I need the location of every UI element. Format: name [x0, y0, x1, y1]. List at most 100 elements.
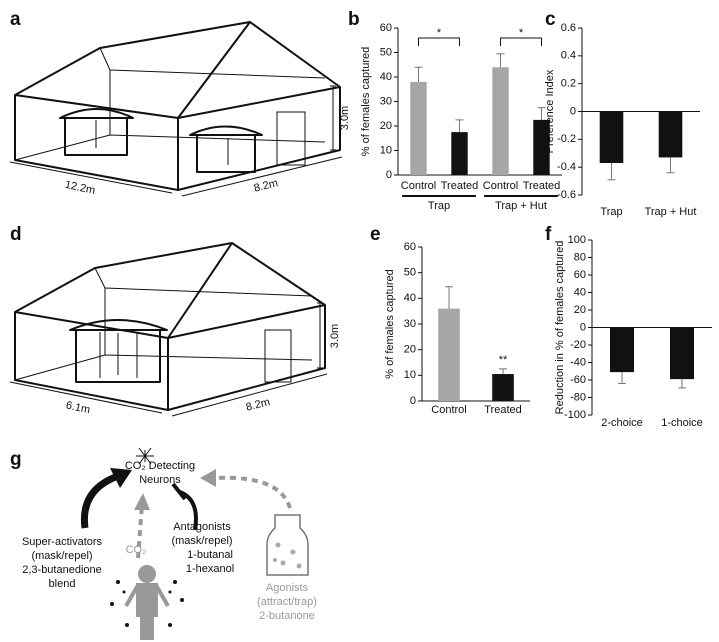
y-tick-label: -0.4	[557, 161, 576, 173]
x-tick-label: Treated	[484, 404, 522, 416]
y-tick-label: 50	[404, 267, 416, 279]
error-bar	[445, 286, 453, 309]
y-tick-label: 60	[574, 269, 586, 281]
significance-label: **	[499, 354, 508, 366]
bar	[670, 327, 694, 380]
y-tick-label: -100	[564, 409, 586, 421]
y-tick-label: 20	[404, 344, 416, 356]
agonists-label: 2-butanone	[259, 610, 315, 622]
panel-label: g	[10, 449, 22, 470]
x-tick-label: Control	[483, 180, 518, 192]
co2-label: CO₂	[126, 544, 147, 556]
y-tick-label: 10	[380, 144, 392, 156]
y-tick-label: 60	[380, 22, 392, 34]
bar	[533, 119, 550, 175]
bar	[599, 111, 624, 163]
x-tick-label: Treated	[441, 180, 479, 192]
y-tick-label: 40	[574, 286, 586, 298]
bar	[492, 374, 514, 401]
y-tick-label: 40	[380, 71, 392, 83]
group-label: Trap + Hut	[495, 200, 547, 212]
error-bar	[607, 162, 616, 181]
x-tick-label: Control	[431, 404, 466, 416]
neurons-label: CO₂ Detecting	[125, 460, 195, 472]
house-drawing: 3.0m 6.1m 8.2m	[9, 242, 341, 417]
y-tick-label: 0	[410, 395, 416, 407]
y-tick-label: 0.4	[561, 50, 576, 62]
y-axis-label: % of females captured	[384, 269, 396, 378]
super-activators-label: blend	[49, 578, 76, 590]
y-tick-label: 50	[380, 46, 392, 58]
error-bar	[666, 157, 675, 174]
y-tick-label: -40	[570, 356, 586, 368]
x-tick-label: Trap	[600, 206, 622, 218]
agonists-label: (attract/trap)	[257, 596, 317, 608]
significance-label: *	[519, 27, 524, 39]
bar	[492, 67, 509, 175]
error-bar	[496, 53, 505, 68]
y-tick-label: 0.6	[561, 22, 576, 34]
antagonists-label: 1-hexanol	[186, 563, 234, 575]
dimension-label: 8.2m	[253, 177, 280, 195]
y-axis-label: % of females captured	[360, 47, 372, 156]
error-bar	[537, 107, 546, 120]
y-tick-label: 10	[404, 369, 416, 381]
bar	[438, 308, 460, 401]
mechanism-diagram: CO₂ Detecting Neurons Super-activators (…	[22, 447, 317, 640]
bar	[451, 132, 468, 175]
dimension-label: 12.2m	[64, 179, 96, 197]
y-tick-label: -20	[570, 339, 586, 351]
group-label: Trap	[428, 200, 450, 212]
y-tick-label: 30	[380, 95, 392, 107]
y-tick-label: -0.6	[557, 189, 576, 201]
y-tick-label: -60	[570, 374, 586, 386]
y-tick-label: 20	[380, 120, 392, 132]
x-tick-label: Trap + Hut	[645, 206, 697, 218]
y-axis-label: Reduction in % of females captured	[554, 241, 566, 415]
x-tick-label: 1-choice	[661, 417, 703, 429]
dimension-label: 3.0m	[339, 106, 351, 130]
y-tick-label: 60	[404, 241, 416, 253]
super-activators-label: 2,3-butanedione	[22, 564, 102, 576]
x-tick-label: Control	[401, 180, 436, 192]
super-activators-label: Super-activators	[22, 536, 103, 548]
neurons-label: Neurons	[139, 474, 181, 486]
bar	[410, 81, 427, 175]
y-axis-label: Preference Index	[544, 69, 556, 153]
bar	[658, 111, 683, 158]
y-tick-label: -80	[570, 391, 586, 403]
panel-label: f	[545, 224, 552, 245]
error-bar	[455, 119, 464, 133]
y-tick-label: 20	[574, 304, 586, 316]
super-activators-label: (mask/repel)	[31, 550, 92, 562]
x-tick-label: Treated	[523, 180, 561, 192]
significance-label: *	[437, 27, 442, 39]
dimension-label: 6.1m	[65, 399, 91, 416]
y-tick-label: 0	[580, 321, 586, 333]
y-tick-label: 0.2	[561, 78, 576, 90]
panel-label: e	[370, 224, 381, 245]
y-tick-label: 80	[574, 251, 586, 263]
bar	[610, 327, 634, 373]
y-tick-label: -0.2	[557, 133, 576, 145]
agonists-label: Agonists	[266, 582, 309, 594]
y-tick-label: 30	[404, 318, 416, 330]
panel-label: b	[348, 9, 360, 30]
y-tick-label: 0	[386, 169, 392, 181]
antagonists-label: Antagonists	[173, 521, 231, 533]
house-drawing: 3.0m 12.2m 8.2m	[9, 21, 351, 197]
antagonists-label: 1-butanal	[187, 549, 233, 561]
dimension-label: 3.0m	[329, 324, 341, 348]
antagonists-label: (mask/repel)	[171, 535, 232, 547]
significance-bracket	[500, 37, 542, 46]
dimension-label: 8.2m	[245, 396, 272, 414]
y-tick-label: 0	[570, 105, 576, 117]
panel-label: a	[10, 9, 21, 30]
y-tick-label: 100	[568, 234, 586, 246]
panel-label: c	[545, 9, 556, 30]
x-tick-label: 2-choice	[601, 417, 643, 429]
error-bar	[414, 66, 423, 82]
error-bar	[499, 368, 507, 375]
significance-bracket	[418, 37, 460, 46]
error-bar	[618, 372, 626, 384]
